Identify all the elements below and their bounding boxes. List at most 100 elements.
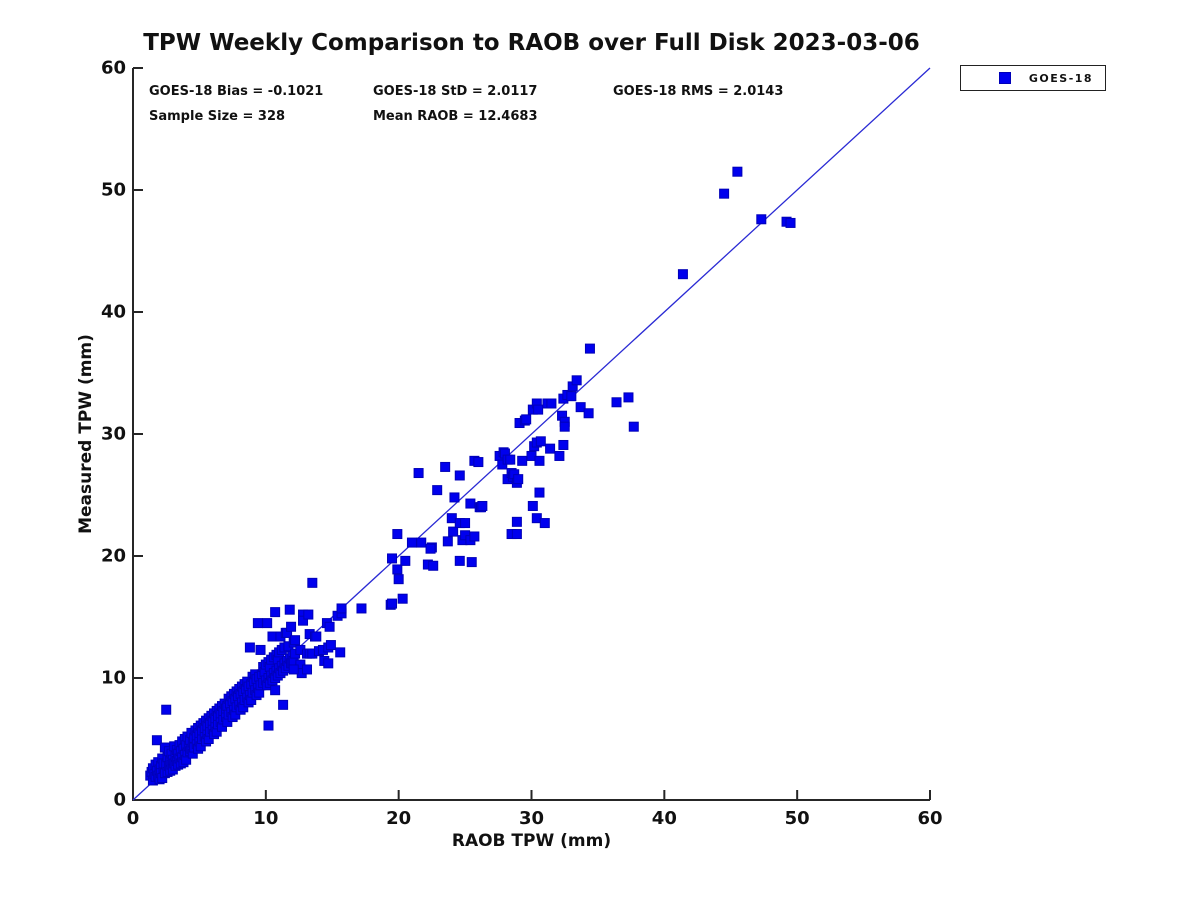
x-tick-label: 20 xyxy=(386,808,412,829)
scatter-point xyxy=(623,392,634,403)
scatter-point xyxy=(416,537,427,548)
scatter-point xyxy=(465,498,476,509)
scatter-point xyxy=(432,485,443,496)
scatter-point xyxy=(677,269,688,280)
scatter-point xyxy=(413,468,424,479)
legend: GOES-18 xyxy=(960,65,1106,91)
scatter-point xyxy=(785,217,796,228)
y-tick-label: 60 xyxy=(100,57,126,79)
scatter-point xyxy=(566,391,577,402)
scatter-point xyxy=(335,647,346,658)
scatter-point xyxy=(440,461,451,472)
x-tick-label: 30 xyxy=(518,808,545,829)
scatter-point xyxy=(397,593,408,604)
stat-sample-size: Sample Size = 328 xyxy=(149,109,286,124)
scatter-point xyxy=(400,555,411,566)
y-tick-label: 40 xyxy=(100,301,126,323)
scatter-point xyxy=(535,436,546,447)
scatter-point xyxy=(252,618,263,629)
scatter-point xyxy=(611,397,622,408)
y-tick-label: 10 xyxy=(100,667,126,689)
scatter-point xyxy=(511,529,522,540)
scatter-point xyxy=(454,470,465,481)
scatter-point xyxy=(554,450,565,461)
scatter-point xyxy=(302,664,313,675)
scatter-point xyxy=(406,537,417,548)
scatter-point xyxy=(511,516,522,527)
scatter-point xyxy=(469,531,480,542)
scatter-point xyxy=(325,640,336,651)
scatter-point xyxy=(534,487,545,498)
scatter-point xyxy=(732,166,743,177)
scatter-point xyxy=(533,404,544,415)
scatter-point xyxy=(558,439,569,450)
scatter-point xyxy=(392,564,403,575)
scatter-point xyxy=(454,555,465,566)
scatter-point xyxy=(255,644,266,655)
scatter-point xyxy=(448,526,459,537)
scatter-point xyxy=(323,658,334,669)
scatter-point xyxy=(392,529,403,540)
scatter-point xyxy=(719,188,730,199)
x-axis-title: RAOB TPW (mm) xyxy=(451,831,612,851)
scatter-point xyxy=(546,398,557,409)
scatter-point xyxy=(575,402,586,413)
y-tick-label: 50 xyxy=(100,179,126,201)
scatter-point xyxy=(307,577,318,588)
y-tick-label: 30 xyxy=(100,423,126,445)
scatter-point xyxy=(539,518,550,529)
x-tick-label: 50 xyxy=(784,808,810,829)
scatter-point xyxy=(442,536,453,547)
scatter-point xyxy=(505,454,516,465)
scatter-point xyxy=(559,421,570,432)
scatter-point xyxy=(571,375,582,386)
stat-bias: GOES-18 Bias = -0.1021 xyxy=(149,84,324,99)
scatter-point xyxy=(628,421,639,432)
scatter-point xyxy=(513,474,524,485)
scatter-point xyxy=(336,603,347,614)
x-tick-label: 40 xyxy=(651,808,677,829)
scatter-point xyxy=(284,604,295,615)
legend-series-label: GOES-18 xyxy=(1028,72,1094,85)
scatter-point xyxy=(151,735,162,746)
scatter-point xyxy=(288,664,299,675)
scatter-point xyxy=(534,455,545,466)
scatter-point xyxy=(244,642,255,653)
scatter-point xyxy=(466,557,477,568)
scatter-point xyxy=(324,621,335,632)
scatter-points xyxy=(145,166,796,786)
scatter-point xyxy=(477,500,488,511)
y-tick-label: 20 xyxy=(100,545,126,567)
scatter-point xyxy=(270,607,281,618)
scatter-point xyxy=(584,343,595,354)
scatter-point xyxy=(298,615,309,626)
stat-mean-raob: Mean RAOB = 12.4683 xyxy=(373,109,538,124)
scatter-point xyxy=(545,443,556,454)
y-tick-label: 0 xyxy=(113,789,126,811)
scatter-point xyxy=(425,543,436,554)
scatter-point xyxy=(290,635,301,646)
scatter-point xyxy=(270,685,281,696)
scatter-point xyxy=(756,214,767,225)
chart-title: TPW Weekly Comparison to RAOB over Full … xyxy=(143,30,920,56)
scatter-point xyxy=(387,598,398,609)
scatter-point xyxy=(356,603,367,614)
x-tick-label: 60 xyxy=(917,808,943,829)
scatter-point xyxy=(286,621,297,632)
scatter-point xyxy=(311,631,322,642)
scatter-point xyxy=(517,455,528,466)
scatter-point xyxy=(428,560,439,571)
scatter-point xyxy=(278,699,289,710)
scatter-point xyxy=(263,720,274,731)
scatter-point xyxy=(449,492,460,503)
scatter-point xyxy=(387,553,398,564)
x-tick-label: 0 xyxy=(126,808,140,829)
scatter-point xyxy=(161,704,172,715)
scatter-point xyxy=(303,609,314,620)
scatter-point xyxy=(521,414,532,425)
stat-rms: GOES-18 RMS = 2.0143 xyxy=(613,84,784,99)
legend-marker-square-icon xyxy=(999,72,1011,84)
x-tick-label: 10 xyxy=(253,808,279,829)
